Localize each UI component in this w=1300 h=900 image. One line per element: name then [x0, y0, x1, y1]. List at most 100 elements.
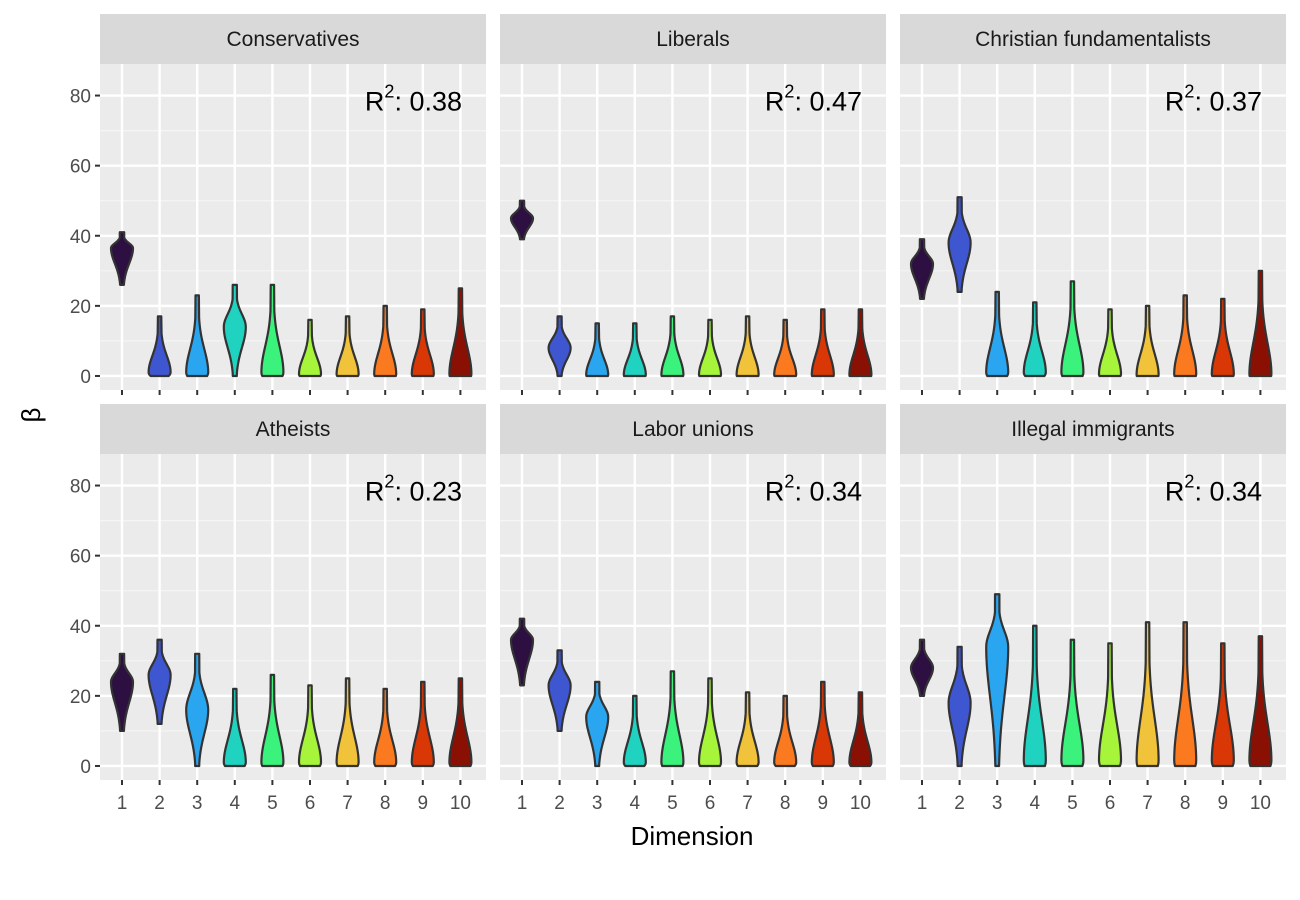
violin: [985, 593, 1010, 768]
y-tick-label: 0: [80, 757, 91, 778]
r-squared-label: R2: 0.47: [765, 82, 862, 117]
violin: [1248, 269, 1273, 378]
r-squared-label: R2: 0.37: [1165, 82, 1262, 117]
panel-title: Conservatives: [226, 28, 359, 51]
y-tick-label: 60: [70, 157, 91, 178]
violin: [773, 318, 798, 378]
x-tick-label: 3: [592, 793, 603, 814]
x-tick-label: 2: [554, 793, 565, 814]
r-squared-value: : 0.47: [794, 87, 862, 117]
violin: [297, 684, 323, 768]
x-tick-label: 4: [1030, 793, 1041, 814]
r-squared-label: R2: 0.34: [765, 472, 862, 507]
r-squared-superscript: 2: [384, 82, 394, 102]
violin: [1060, 280, 1085, 378]
panel-title: Labor unions: [632, 418, 753, 441]
y-tick-label: 40: [70, 227, 91, 248]
panel-title: Liberals: [656, 28, 730, 51]
violin: [585, 680, 610, 768]
x-tick-label: 10: [850, 793, 871, 814]
panel-title: Atheists: [256, 418, 331, 441]
x-tick-label: 9: [1218, 793, 1229, 814]
violin: [1135, 621, 1160, 768]
r-squared-superscript: 2: [1184, 82, 1194, 102]
violin: [373, 687, 398, 768]
violin: [335, 677, 360, 768]
r-squared-superscript: 2: [1184, 472, 1194, 492]
panel-title: Illegal immigrants: [1011, 418, 1174, 441]
violin: [848, 308, 873, 378]
x-tick-label: 1: [917, 793, 928, 814]
x-tick-label: 9: [418, 793, 429, 814]
violin: [147, 638, 172, 726]
panel-strip: [900, 404, 1286, 454]
r-squared-value: : 0.38: [394, 87, 462, 117]
y-tick-label: 20: [70, 297, 91, 318]
violin: [1022, 301, 1047, 378]
y-tick-label: 20: [70, 687, 91, 708]
panel-strip: [500, 14, 886, 64]
r-squared-superscript: 2: [784, 472, 794, 492]
r-squared-symbol: R: [765, 87, 785, 117]
violin: [1022, 624, 1047, 768]
x-tick-label: 7: [342, 793, 353, 814]
violin: [410, 308, 435, 378]
x-tick-label: 3: [192, 793, 203, 814]
r-squared-label: R2: 0.23: [365, 472, 462, 507]
r-squared-value: : 0.37: [1194, 87, 1262, 117]
panel: Christian fundamentalists R2: 0.37: [900, 14, 1286, 395]
r-squared-symbol: R: [765, 477, 785, 507]
violin: [260, 673, 285, 768]
x-tick-label: 7: [1142, 793, 1153, 814]
violin: [1210, 297, 1235, 378]
x-tick-label: 2: [154, 793, 165, 814]
y-tick-label: 80: [70, 477, 91, 498]
violin: [810, 680, 835, 768]
y-tick-label: 0: [80, 367, 91, 388]
r-squared-superscript: 2: [784, 82, 794, 102]
violin: [1135, 304, 1160, 378]
violin: [909, 638, 935, 697]
panel-strip: [900, 14, 1286, 64]
violin: [622, 322, 647, 378]
y-tick-label: 60: [70, 547, 91, 568]
violin: [185, 652, 210, 768]
x-tick-label: 5: [1067, 793, 1078, 814]
violin: [585, 322, 610, 378]
violin: [1097, 308, 1123, 378]
y-tick-label: 80: [70, 87, 91, 108]
r-squared-value: : 0.23: [394, 477, 462, 507]
violin: [335, 315, 360, 378]
r-squared-value: : 0.34: [1194, 477, 1262, 507]
violin: [697, 318, 723, 378]
violin: [985, 290, 1010, 378]
x-tick-label: 5: [267, 793, 278, 814]
y-tick-label: 40: [70, 617, 91, 638]
x-tick-label: 6: [705, 793, 716, 814]
violin: [109, 231, 135, 286]
x-tick-label: 6: [305, 793, 316, 814]
violin: [147, 315, 172, 378]
x-tick-label: 8: [380, 793, 391, 814]
violin: [1248, 635, 1273, 768]
x-tick-label: 9: [818, 793, 829, 814]
violin: [222, 283, 247, 378]
violin: [909, 238, 935, 300]
violin: [735, 691, 760, 768]
panel-strip: [100, 14, 486, 64]
violin: [697, 677, 723, 768]
violin: [660, 670, 685, 768]
r-squared-superscript: 2: [384, 472, 394, 492]
violin: [185, 294, 210, 378]
panel-title: Christian fundamentalists: [975, 28, 1211, 51]
violin: [547, 649, 572, 733]
r-squared-symbol: R: [1165, 87, 1185, 117]
r-squared-symbol: R: [1165, 477, 1185, 507]
violin: [773, 694, 798, 768]
x-tick-label: 1: [117, 793, 128, 814]
violin: [448, 287, 473, 378]
violin: [848, 691, 873, 768]
violin: [1173, 294, 1198, 378]
